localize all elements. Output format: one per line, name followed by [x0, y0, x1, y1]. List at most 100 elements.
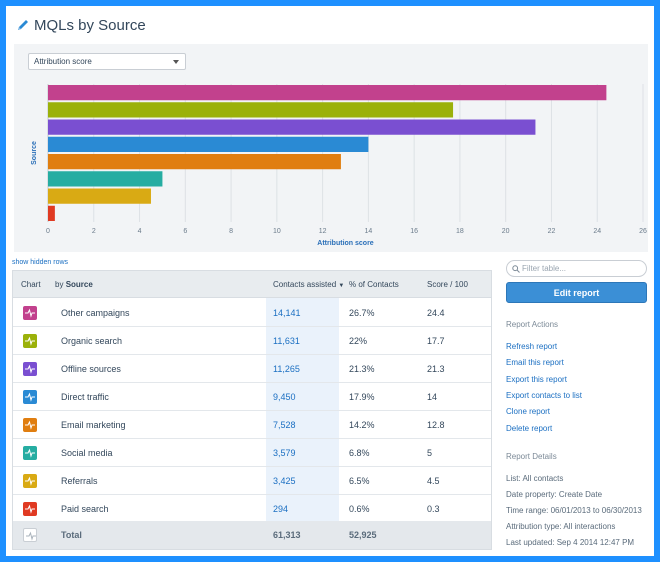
contacts-link[interactable]: 11,265: [273, 364, 300, 374]
header-source-label: Source: [65, 280, 93, 289]
chart-toggle[interactable]: [23, 474, 37, 488]
filter-table-input[interactable]: Filter table...: [506, 260, 647, 277]
header-chart: Chart: [21, 280, 41, 289]
contacts-link[interactable]: 3,579: [273, 448, 296, 458]
action-link-delete-report[interactable]: Delete report: [506, 423, 553, 433]
header-contacts-label: Contacts assisted: [273, 280, 337, 289]
show-hidden-rows-link[interactable]: show hidden rows: [12, 259, 69, 266]
pulse-icon: [25, 420, 35, 430]
source-cell: Paid search: [61, 504, 109, 514]
x-tick-label: 0: [46, 228, 50, 235]
chart-panel: 0 2 4 6 8 10 12 14 16 18 20 22 24 26 Attribution score…: [14, 44, 648, 252]
source-cell: Offline sources: [61, 364, 121, 374]
contacts-link[interactable]: 11,631: [273, 336, 300, 346]
pulse-icon: [25, 448, 35, 458]
header-contacts-assisted[interactable]: Contacts assisted ▼: [273, 280, 344, 289]
chart-toggle[interactable]: [23, 446, 37, 460]
pulse-icon: [25, 392, 35, 402]
total-label: Total: [61, 530, 82, 540]
report-detail-item: Attribution type: All interactions: [506, 522, 616, 531]
total-chart-toggle: [23, 528, 37, 542]
action-link-export-contacts-to-list[interactable]: Export contacts to list: [506, 390, 583, 400]
score-cell: 14: [427, 392, 438, 402]
action-link-export-this-report[interactable]: Export this report: [506, 374, 567, 384]
y-axis-label: Source: [31, 141, 38, 165]
report-detail-item: Last updated: Sep 4 2014 12:47 PM: [506, 538, 635, 547]
report-detail-item: Time range: 06/01/2013 to 06/30/2013: [506, 506, 642, 515]
chart-toggle[interactable]: [23, 362, 37, 376]
source-cell: Organic search: [61, 336, 123, 346]
action-link-email-this-report[interactable]: Email this report: [506, 358, 564, 368]
x-tick-label: 26: [639, 228, 647, 235]
contacts-link[interactable]: 3,425: [273, 476, 296, 486]
title-row: MQLs by Source: [16, 14, 146, 36]
sorted-column-highlight: [266, 271, 339, 521]
pct-cell: 6.8%: [349, 448, 370, 458]
header-by: by: [55, 280, 64, 289]
bar-referrals[interactable]: [48, 188, 151, 204]
pulse-icon: [25, 364, 35, 374]
filter-placeholder: Filter table...: [522, 264, 567, 273]
source-cell: Email marketing: [61, 420, 126, 430]
pct-cell: 14.2%: [349, 420, 375, 430]
table-row: Offline sources 11,265 21.3% 21.3: [13, 355, 491, 383]
chart-toggle[interactable]: [23, 502, 37, 516]
bar-email-marketing[interactable]: [48, 154, 341, 170]
chart-toggle[interactable]: [23, 390, 37, 404]
bar-offline-sources[interactable]: [48, 119, 536, 135]
header-score[interactable]: Score / 100: [427, 280, 468, 289]
pulse-icon: [25, 308, 35, 318]
action-link-refresh-report[interactable]: Refresh report: [506, 342, 558, 351]
source-cell: Referrals: [61, 476, 98, 486]
x-tick-label: 18: [456, 228, 464, 235]
chart-toggle[interactable]: [23, 418, 37, 432]
x-tick-label: 4: [138, 228, 142, 235]
contacts-link[interactable]: 14,141: [273, 308, 301, 318]
pct-cell: 6.5%: [349, 476, 370, 486]
header-source[interactable]: by Source: [55, 280, 93, 289]
report-detail-item: List: All contacts: [506, 474, 564, 483]
chevron-down-icon: [173, 60, 179, 64]
pct-cell: 22%: [349, 336, 368, 346]
score-cell: 12.8: [427, 420, 445, 430]
score-cell: 4.5: [427, 476, 440, 486]
bar-social-media[interactable]: [48, 171, 163, 187]
table-row: Paid search 294 0.6% 0.3: [13, 495, 491, 523]
bar-organic-search[interactable]: [48, 102, 454, 118]
pulse-icon: [25, 504, 35, 514]
report-actions-heading: Report Actions: [506, 320, 559, 329]
source-cell: Other campaigns: [61, 308, 130, 318]
bar-other-campaigns[interactable]: [48, 85, 607, 101]
bar-direct-traffic[interactable]: [48, 136, 369, 152]
action-link-clone-report[interactable]: Clone report: [506, 407, 551, 417]
source-cell: Social media: [61, 448, 113, 458]
pencil-icon[interactable]: [16, 18, 30, 32]
chart-toggle[interactable]: [23, 306, 37, 320]
table-row: Direct traffic 9,450 17.9% 14: [13, 383, 491, 411]
contacts-link[interactable]: 7,528: [273, 420, 296, 430]
total-contacts: 61,313: [273, 530, 301, 540]
x-tick-label: 12: [319, 228, 327, 235]
pulse-icon: [26, 531, 36, 541]
source-cell: Direct traffic: [61, 392, 109, 402]
table-row: Referrals 3,425 6.5% 4.5: [13, 467, 491, 495]
search-icon: [512, 265, 520, 273]
total-row: Total 61,313 52,925: [13, 521, 491, 549]
x-axis-label: Attribution score: [317, 240, 373, 247]
score-cell: 0.3: [427, 504, 440, 514]
sort-desc-icon: ▼: [338, 283, 345, 289]
edit-report-button[interactable]: Edit report: [506, 282, 647, 303]
metric-select[interactable]: Attribution score: [28, 53, 186, 70]
contacts-link[interactable]: 9,450: [273, 392, 296, 402]
table-row: Other campaigns 14,141 26.7% 24.4: [13, 299, 491, 327]
contacts-link[interactable]: 294: [273, 504, 289, 514]
header-pct-contacts[interactable]: % of Contacts: [349, 280, 399, 289]
chart-toggle[interactable]: [23, 334, 37, 348]
x-tick-label: 24: [593, 228, 601, 235]
x-tick-label: 10: [273, 228, 281, 235]
score-cell: 21.3: [427, 364, 445, 374]
data-table: Chart by Source Contacts assisted ▼ % of…: [12, 270, 492, 550]
bar-paid-search[interactable]: [48, 205, 55, 221]
pct-cell: 17.9%: [349, 392, 375, 402]
